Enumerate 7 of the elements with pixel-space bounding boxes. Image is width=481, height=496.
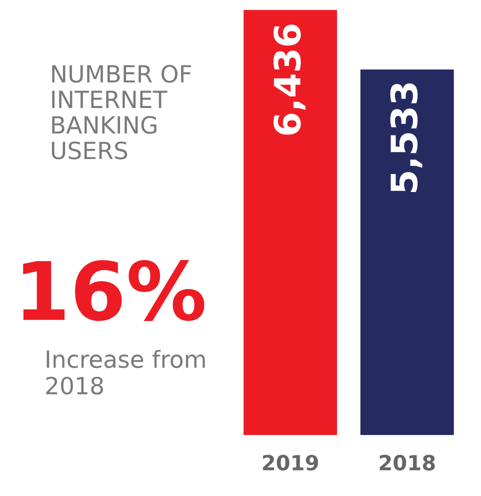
text: NUMBER OF INTERNET BANKING USERS xyxy=(52,64,192,160)
x-tick-label: 2018 xyxy=(380,454,435,471)
text: Increase from 2018 xyxy=(46,350,205,395)
data-label: 6,436 xyxy=(273,24,306,135)
data-label: 5,533 xyxy=(390,83,422,192)
text: 16% xyxy=(23,260,204,321)
x-tick-label: 2019 xyxy=(262,454,318,471)
